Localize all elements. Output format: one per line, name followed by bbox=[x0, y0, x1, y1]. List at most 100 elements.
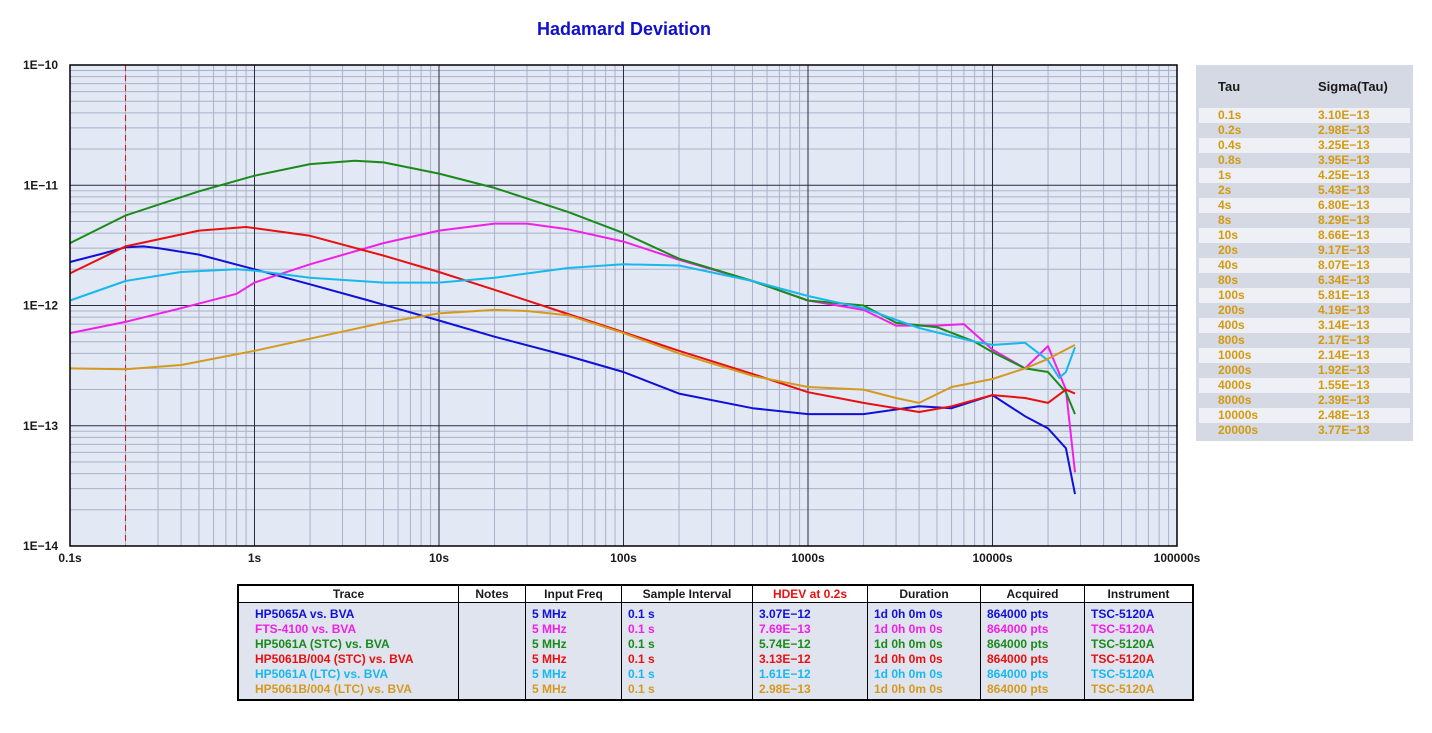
sigma-value: 2.48E−13 bbox=[1318, 408, 1370, 422]
x-tick-label: 1s bbox=[248, 551, 262, 565]
tau-value: 80s bbox=[1218, 273, 1239, 287]
col-sample-interval: Sample Interval bbox=[621, 584, 753, 603]
tau-row: 40s 8.07E−13 bbox=[1199, 258, 1410, 273]
col-notes: Notes bbox=[458, 584, 526, 603]
trace-notes bbox=[458, 602, 526, 621]
trace-instrument: TSC-5120A bbox=[1084, 602, 1194, 621]
tau-value: 4000s bbox=[1218, 378, 1252, 392]
tau-row: 4000s 1.55E−13 bbox=[1199, 378, 1410, 393]
trace-interval: 0.1 s bbox=[621, 681, 753, 700]
sigma-value: 1.55E−13 bbox=[1318, 378, 1370, 392]
tau-value: 20s bbox=[1218, 243, 1239, 257]
trace-table-header: Trace Notes Input Freq Sample Interval H… bbox=[237, 584, 1194, 603]
trace-duration: 1d 0h 0m 0s bbox=[867, 621, 981, 636]
tau-value: 2s bbox=[1218, 183, 1232, 197]
tau-row: 800s 2.17E−13 bbox=[1199, 333, 1410, 348]
col-instrument: Instrument bbox=[1084, 584, 1194, 603]
tau-value: 0.4s bbox=[1218, 138, 1242, 152]
tau-row: 200s 4.19E−13 bbox=[1199, 303, 1410, 318]
tau-value: 10000s bbox=[1218, 408, 1259, 422]
sigma-value: 9.17E−13 bbox=[1318, 243, 1370, 257]
tau-value: 0.2s bbox=[1218, 123, 1242, 137]
sigma-value: 8.07E−13 bbox=[1318, 258, 1370, 272]
y-tick-label: 1E−11 bbox=[24, 178, 59, 192]
sigma-value: 2.39E−13 bbox=[1318, 393, 1370, 407]
trace-freq: 5 MHz bbox=[525, 666, 622, 681]
trace-instrument: TSC-5120A bbox=[1084, 666, 1194, 681]
sigma-value: 2.17E−13 bbox=[1318, 333, 1370, 347]
sigma-value: 2.98E−13 bbox=[1318, 123, 1370, 137]
sigma-header: Sigma(Tau) bbox=[1318, 79, 1388, 94]
trace-instrument: TSC-5120A bbox=[1084, 636, 1194, 651]
tau-row: 8s 8.29E−13 bbox=[1199, 213, 1410, 228]
trace-notes bbox=[458, 636, 526, 651]
tau-value: 2000s bbox=[1218, 363, 1252, 377]
x-tick-label: 100000s bbox=[1154, 551, 1201, 565]
sigma-value: 4.25E−13 bbox=[1318, 168, 1370, 182]
y-tick-label: 1E−13 bbox=[23, 419, 58, 433]
trace-freq: 5 MHz bbox=[525, 602, 622, 621]
sigma-value: 8.66E−13 bbox=[1318, 228, 1370, 242]
y-tick-label: 1E−12 bbox=[23, 299, 58, 313]
trace-acquired: 864000 pts bbox=[980, 602, 1085, 621]
tau-header: Tau bbox=[1218, 79, 1241, 94]
trace-row: HP5065A vs. BVA 5 MHz 0.1 s 3.07E−12 1d 0h 0… bbox=[237, 602, 1194, 621]
col-hdev: HDEV at 0.2s bbox=[752, 584, 868, 603]
col-input-freq: Input Freq bbox=[525, 584, 622, 603]
series-line bbox=[69, 245, 1076, 495]
tau-row: 2s 5.43E−13 bbox=[1199, 183, 1410, 198]
trace-notes bbox=[458, 621, 526, 636]
sigma-value: 3.10E−13 bbox=[1318, 108, 1370, 122]
trace-freq: 5 MHz bbox=[525, 636, 622, 651]
trace-name: HP5061B/004 (STC) vs. BVA bbox=[237, 651, 459, 666]
tau-row: 1000s 2.14E−13 bbox=[1199, 348, 1410, 363]
trace-notes bbox=[458, 681, 526, 700]
tau-sigma-panel: Tau Sigma(Tau) 0.1s 3.10E−13 0.2s 2.98E−13 0… bbox=[1196, 65, 1413, 441]
trace-interval: 0.1 s bbox=[621, 636, 753, 651]
col-duration: Duration bbox=[867, 584, 981, 603]
trace-name: HP5061A (LTC) vs. BVA bbox=[237, 666, 459, 681]
sigma-value: 3.95E−13 bbox=[1318, 153, 1370, 167]
x-tick-label: 0.1s bbox=[58, 551, 82, 565]
tau-row: 0.2s 2.98E−13 bbox=[1199, 123, 1410, 138]
trace-instrument: TSC-5120A bbox=[1084, 651, 1194, 666]
series-line bbox=[69, 308, 1076, 404]
trace-notes bbox=[458, 666, 526, 681]
trace-interval: 0.1 s bbox=[621, 621, 753, 636]
trace-acquired: 864000 pts bbox=[980, 636, 1085, 651]
tau-value: 0.8s bbox=[1218, 153, 1242, 167]
trace-name: HP5061B/004 (LTC) vs. BVA bbox=[237, 681, 459, 700]
trace-row: HP5061B/004 (STC) vs. BVA 5 MHz 0.1 s 3.13E… bbox=[237, 651, 1194, 666]
tau-row: 400s 3.14E−13 bbox=[1199, 318, 1410, 333]
tau-row: 10s 8.66E−13 bbox=[1199, 228, 1410, 243]
trace-instrument: TSC-5120A bbox=[1084, 621, 1194, 636]
sigma-value: 3.77E−13 bbox=[1318, 423, 1370, 437]
x-tick-label: 100s bbox=[610, 551, 637, 565]
tau-row: 0.8s 3.95E−13 bbox=[1199, 153, 1410, 168]
x-tick-label: 10000s bbox=[972, 551, 1012, 565]
trace-duration: 1d 0h 0m 0s bbox=[867, 666, 981, 681]
tau-value: 1s bbox=[1218, 168, 1232, 182]
trace-name: HP5061A (STC) vs. BVA bbox=[237, 636, 459, 651]
trace-row: HP5061A (LTC) vs. BVA 5 MHz 0.1 s 1.61E−12 1… bbox=[237, 666, 1194, 681]
sigma-value: 1.92E−13 bbox=[1318, 363, 1370, 377]
tau-value: 100s bbox=[1218, 288, 1245, 302]
series-line bbox=[69, 263, 1076, 379]
trace-interval: 0.1 s bbox=[621, 602, 753, 621]
trace-acquired: 864000 pts bbox=[980, 621, 1085, 636]
sigma-value: 5.43E−13 bbox=[1318, 183, 1370, 197]
series-line bbox=[69, 222, 1076, 473]
trace-interval: 0.1 s bbox=[621, 666, 753, 681]
tau-row: 4s 6.80E−13 bbox=[1199, 198, 1410, 213]
sigma-value: 2.14E−13 bbox=[1318, 348, 1370, 362]
tau-row: 10000s 2.48E−13 bbox=[1199, 408, 1410, 423]
trace-interval: 0.1 s bbox=[621, 651, 753, 666]
trace-duration: 1d 0h 0m 0s bbox=[867, 681, 981, 700]
tau-value: 20000s bbox=[1218, 423, 1259, 437]
trace-name: HP5065A vs. BVA bbox=[237, 602, 459, 621]
sigma-value: 6.34E−13 bbox=[1318, 273, 1370, 287]
sigma-value: 6.80E−13 bbox=[1318, 198, 1370, 212]
trace-duration: 1d 0h 0m 0s bbox=[867, 636, 981, 651]
trace-duration: 1d 0h 0m 0s bbox=[867, 602, 981, 621]
trace-row: HP5061B/004 (LTC) vs. BVA 5 MHz 0.1 s 2.98E… bbox=[237, 681, 1194, 700]
